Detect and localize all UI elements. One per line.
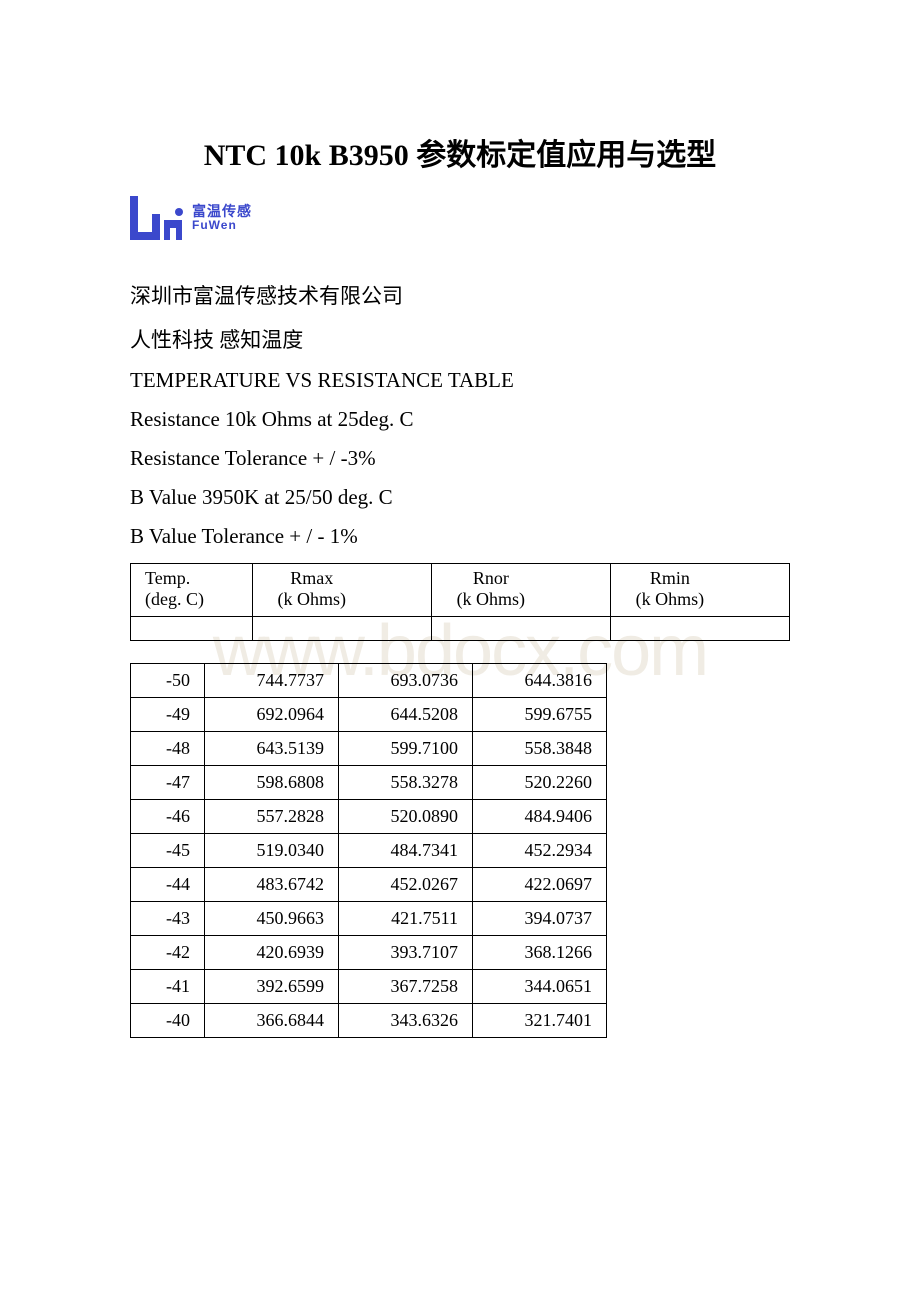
table-cell: 519.0340 [205, 834, 339, 868]
table-cell: 484.7341 [339, 834, 473, 868]
table-cell: 450.9663 [205, 902, 339, 936]
header-cell-rnor: Rnor (k Ohms) [431, 564, 610, 617]
table-cell: 557.2828 [205, 800, 339, 834]
table-cell: 484.9406 [473, 800, 607, 834]
table-cell: 644.5208 [339, 698, 473, 732]
header-cell-rmax: Rmax (k Ohms) [252, 564, 431, 617]
table-cell: 520.0890 [339, 800, 473, 834]
table-cell: 644.3816 [473, 664, 607, 698]
empty-cell [610, 617, 789, 641]
table-row: -43450.9663421.7511394.0737 [131, 902, 607, 936]
logo-icon [130, 196, 186, 240]
header-cell-line2: (k Ohms) [636, 589, 705, 609]
bvalue-tol-line: B Value Tolerance + / - 1% [130, 524, 790, 549]
empty-cell [131, 617, 253, 641]
table-cell: 392.6599 [205, 970, 339, 1004]
header-table-row: Temp. (deg. C) Rmax (k Ohms) Rnor (k Ohm… [131, 564, 790, 617]
resistance-tol-line: Resistance Tolerance + / -3% [130, 446, 790, 471]
table-cell: 393.7107 [339, 936, 473, 970]
logo-text-cn: 富温传感 [192, 204, 252, 219]
table-cell: -42 [131, 936, 205, 970]
table-cell: -45 [131, 834, 205, 868]
table-cell: 420.6939 [205, 936, 339, 970]
table-cell: -48 [131, 732, 205, 766]
table-cell: 452.0267 [339, 868, 473, 902]
empty-cell [252, 617, 431, 641]
table-cell: 344.0651 [473, 970, 607, 1004]
table-cell: 744.7737 [205, 664, 339, 698]
table-cell: -41 [131, 970, 205, 1004]
header-cell-line2: (deg. C) [145, 589, 204, 609]
header-cell-line1: Temp. [145, 568, 190, 588]
table-cell: -43 [131, 902, 205, 936]
table-row: -41392.6599367.7258344.0651 [131, 970, 607, 1004]
table-cell: 394.0737 [473, 902, 607, 936]
table-row: -45519.0340484.7341452.2934 [131, 834, 607, 868]
header-cell-line2: (k Ohms) [457, 589, 526, 609]
table-cell: 366.6844 [205, 1004, 339, 1038]
table-cell: 367.7258 [339, 970, 473, 1004]
table-row: -48643.5139599.7100558.3848 [131, 732, 607, 766]
header-cell-temp: Temp. (deg. C) [131, 564, 253, 617]
table-cell: 321.7401 [473, 1004, 607, 1038]
table-cell: 693.0736 [339, 664, 473, 698]
header-cell-line1: Rmin [650, 568, 690, 588]
table-cell: 343.6326 [339, 1004, 473, 1038]
header-cell-line1: Rnor [473, 568, 509, 588]
content-layer: NTC 10k B3950 参数标定值应用与选型 富温传感 FuWen 深圳市富… [130, 130, 790, 1038]
table-cell: 520.2260 [473, 766, 607, 800]
table-cell: 599.6755 [473, 698, 607, 732]
table-title-line: TEMPERATURE VS RESISTANCE TABLE [130, 368, 790, 393]
table-cell: 558.3278 [339, 766, 473, 800]
table-cell: 483.6742 [205, 868, 339, 902]
table-cell: 368.1266 [473, 936, 607, 970]
table-row: -47598.6808558.3278520.2260 [131, 766, 607, 800]
table-cell: -40 [131, 1004, 205, 1038]
table-cell: -49 [131, 698, 205, 732]
table-cell: 598.6808 [205, 766, 339, 800]
table-cell: 692.0964 [205, 698, 339, 732]
empty-cell [431, 617, 610, 641]
table-cell: 558.3848 [473, 732, 607, 766]
logo-text-en: FuWen [192, 219, 252, 232]
bvalue-line: B Value 3950K at 25/50 deg. C [130, 485, 790, 510]
page-title: NTC 10k B3950 参数标定值应用与选型 [130, 130, 790, 174]
data-table: -50744.7737693.0736644.3816-49692.096464… [130, 663, 607, 1038]
table-cell: 643.5139 [205, 732, 339, 766]
table-row: -49692.0964644.5208599.6755 [131, 698, 607, 732]
resistance-line: Resistance 10k Ohms at 25deg. C [130, 407, 790, 432]
table-cell: -46 [131, 800, 205, 834]
header-cell-line1: Rmax [290, 568, 333, 588]
table-row: -50744.7737693.0736644.3816 [131, 664, 607, 698]
company-slogan: 人性科技 感知温度 [130, 324, 790, 354]
header-cell-rmin: Rmin (k Ohms) [610, 564, 789, 617]
table-cell: -44 [131, 868, 205, 902]
table-cell: 421.7511 [339, 902, 473, 936]
table-cell: -47 [131, 766, 205, 800]
table-cell: 599.7100 [339, 732, 473, 766]
table-cell: 422.0697 [473, 868, 607, 902]
table-cell: 452.2934 [473, 834, 607, 868]
header-table-empty-row [131, 617, 790, 641]
company-name: 深圳市富温传感技术有限公司 [130, 280, 790, 310]
header-table: Temp. (deg. C) Rmax (k Ohms) Rnor (k Ohm… [130, 563, 790, 641]
table-cell: -50 [131, 664, 205, 698]
logo-text: 富温传感 FuWen [192, 204, 252, 231]
table-row: -44483.6742452.0267422.0697 [131, 868, 607, 902]
header-cell-line2: (k Ohms) [277, 589, 346, 609]
table-row: -40366.6844343.6326321.7401 [131, 1004, 607, 1038]
logo-block: 富温传感 FuWen [130, 196, 790, 240]
table-row: -42420.6939393.7107368.1266 [131, 936, 607, 970]
table-row: -46557.2828520.0890484.9406 [131, 800, 607, 834]
